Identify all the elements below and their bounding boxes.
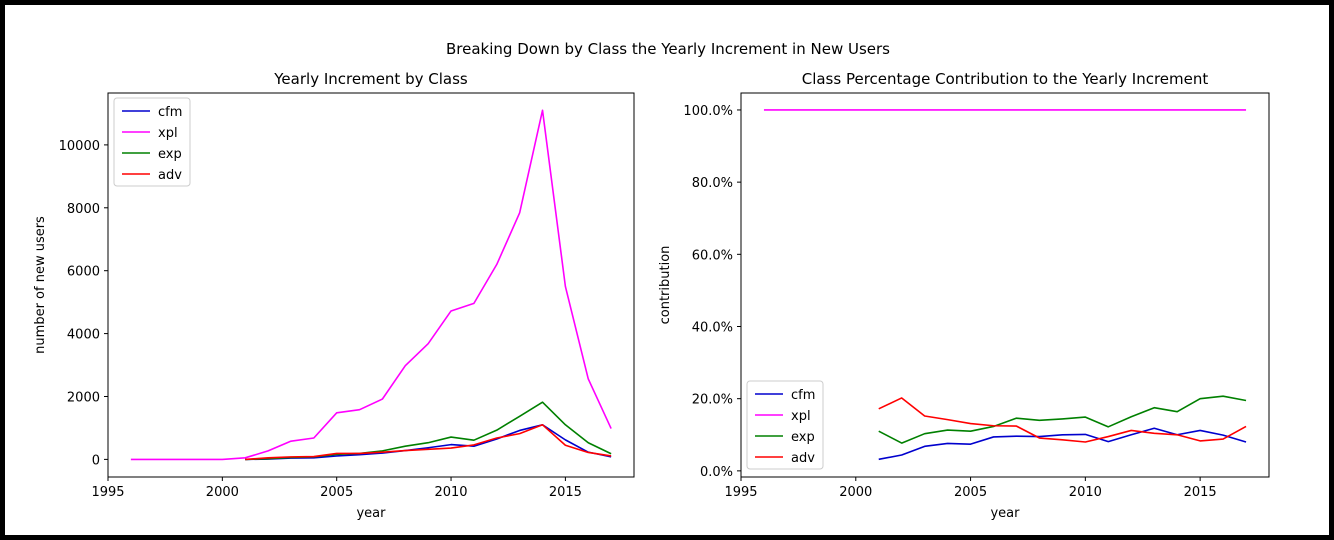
- series-lines: [130, 109, 612, 461]
- y-tick-label: 10000: [59, 139, 100, 154]
- y-tick-label: 4000: [67, 328, 100, 343]
- x-axis-label: year: [356, 506, 386, 521]
- panel-title: Yearly Increment by Class: [273, 70, 468, 88]
- series-lines: [763, 109, 1247, 461]
- legend-label-adv: adv: [791, 451, 815, 466]
- legend-label-exp: exp: [791, 430, 815, 445]
- y-tick-label: 6000: [67, 265, 100, 280]
- y-tick-label: 20.0%: [692, 393, 733, 408]
- figure-suptitle: Breaking Down by Class the Yearly Increm…: [446, 40, 890, 58]
- y-tick-label: 2000: [67, 390, 100, 405]
- panel-percentage-contribution: Class Percentage Contribution to the Yea…: [658, 70, 1270, 521]
- legend-box: [113, 97, 191, 187]
- legend-label-cfm: cfm: [158, 105, 182, 120]
- x-tick-label: 1995: [91, 485, 124, 500]
- legend-label-adv: adv: [158, 168, 182, 183]
- y-axis-label: contribution: [658, 246, 673, 325]
- y-tick-label: 80.0%: [692, 176, 733, 191]
- y-tick-label: 8000: [67, 202, 100, 217]
- y-tick-label: 60.0%: [692, 248, 733, 263]
- legend-box: [746, 380, 824, 470]
- series-line-cfm: [878, 427, 1247, 461]
- x-tick-label: 2010: [1069, 485, 1102, 500]
- panel-title: Class Percentage Contribution to the Yea…: [802, 70, 1209, 88]
- x-tick-label: 1995: [724, 485, 757, 500]
- x-tick-label: 2000: [206, 485, 239, 500]
- series-line-adv: [878, 397, 1247, 443]
- x-tick-label: 2015: [549, 485, 582, 500]
- plot-area-border: [740, 92, 1270, 478]
- x-tick-label: 2000: [839, 485, 872, 500]
- x-axis-label: year: [990, 506, 1020, 521]
- y-tick-label: 40.0%: [692, 321, 733, 336]
- y-tick-label: 0.0%: [700, 465, 733, 480]
- series-line-adv: [245, 423, 612, 461]
- axis-ticks: 1995 2000 2005 2010 2015 0.0% 20.0% 40.0% 60.0% 8…: [683, 104, 1216, 500]
- series-line-exp: [878, 395, 1247, 444]
- x-tick-label: 2005: [320, 485, 353, 500]
- legend-label-exp: exp: [158, 147, 182, 162]
- panel-yearly-increment: Yearly Increment by Class 1995 2000 2005 20…: [33, 70, 635, 521]
- series-line-exp: [245, 401, 612, 461]
- x-tick-label: 2015: [1184, 485, 1217, 500]
- series-line-xpl: [130, 109, 612, 461]
- axis-ticks: 1995 2000 2005 2010 2015 0 2000 4000 6000 8000 100…: [59, 139, 582, 500]
- x-tick-label: 2010: [434, 485, 467, 500]
- y-tick-label: 0: [92, 453, 100, 468]
- legend-label-xpl: xpl: [791, 409, 811, 424]
- x-tick-label: 2005: [954, 485, 987, 500]
- y-axis-label: number of new users: [33, 216, 48, 354]
- legend: cfm xpl exp adv: [113, 97, 191, 187]
- plot-area-border: [107, 92, 635, 478]
- series-line-cfm: [245, 423, 612, 461]
- y-tick-label: 100.0%: [683, 104, 733, 119]
- legend-label-cfm: cfm: [791, 388, 815, 403]
- legend: cfm xpl exp adv: [746, 380, 824, 470]
- legend-label-xpl: xpl: [158, 126, 178, 141]
